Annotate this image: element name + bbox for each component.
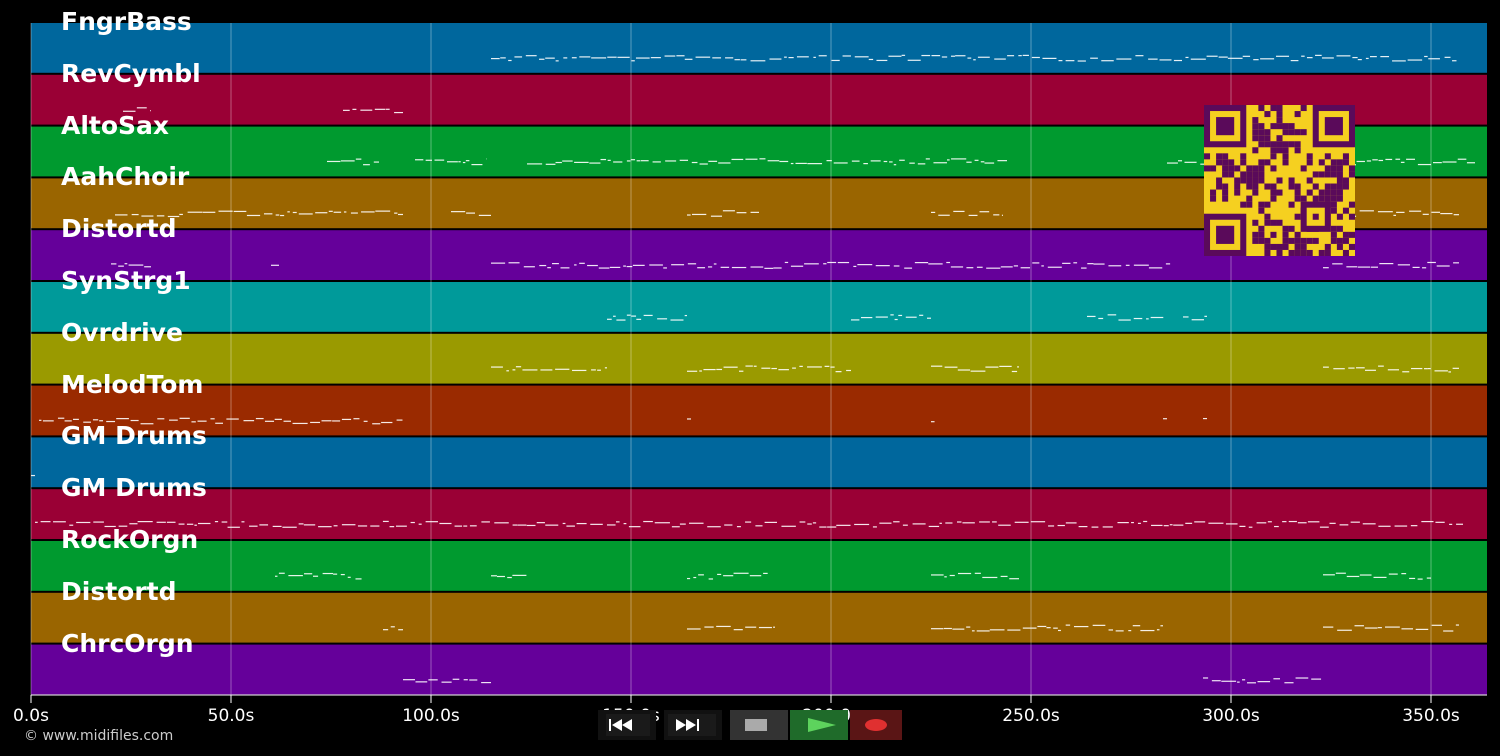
track-label: GM Drums — [61, 421, 207, 451]
play-icon — [808, 718, 836, 732]
rewind-icon — [606, 714, 650, 736]
time-tick-label: 50.0s — [207, 706, 255, 726]
track-label: RockOrgn — [61, 525, 199, 554]
track-band — [31, 644, 1487, 695]
record-button[interactable] — [850, 710, 902, 740]
track-label: RevCymbl — [61, 58, 201, 88]
track-band — [31, 385, 1487, 436]
time-tick-label: 350.0s — [1402, 706, 1460, 726]
track-label: SynStrg1 — [61, 266, 191, 295]
rewind-button[interactable] — [598, 710, 656, 740]
track-band — [31, 282, 1487, 332]
track-band — [31, 592, 1487, 643]
time-tick-label: 100.0s — [402, 706, 460, 726]
qr-code-icon — [1204, 105, 1355, 256]
track-label: Distortd — [61, 214, 177, 244]
track-label: AltoSax — [61, 110, 170, 140]
play-button[interactable] — [790, 710, 848, 740]
stop-button[interactable] — [730, 710, 788, 740]
track-label: AahChoir — [61, 162, 190, 192]
time-tick-label: 0.0s — [13, 706, 49, 726]
track-label: FngrBass — [61, 7, 192, 36]
copyright-text: © www.midifiles.com — [24, 728, 174, 744]
track-band — [31, 541, 1487, 591]
fast-forward-icon — [668, 714, 716, 736]
track-label: ChrcOrgn — [61, 628, 194, 658]
track-band — [31, 437, 1487, 488]
time-tick-label: 250.0s — [1002, 706, 1060, 726]
fast-forward-button[interactable] — [664, 710, 722, 740]
track-label: Ovrdrive — [61, 317, 183, 347]
track-label: GM Drums — [61, 473, 207, 503]
track-label: Distortd — [61, 576, 177, 606]
transport-controls — [598, 710, 902, 740]
track-band — [31, 489, 1487, 539]
stop-icon — [745, 719, 767, 731]
track-band — [31, 23, 1487, 73]
time-tick-label: 300.0s — [1202, 706, 1260, 726]
record-icon — [865, 719, 887, 731]
track-label: MelodTom — [61, 369, 204, 399]
track-band — [31, 333, 1487, 384]
